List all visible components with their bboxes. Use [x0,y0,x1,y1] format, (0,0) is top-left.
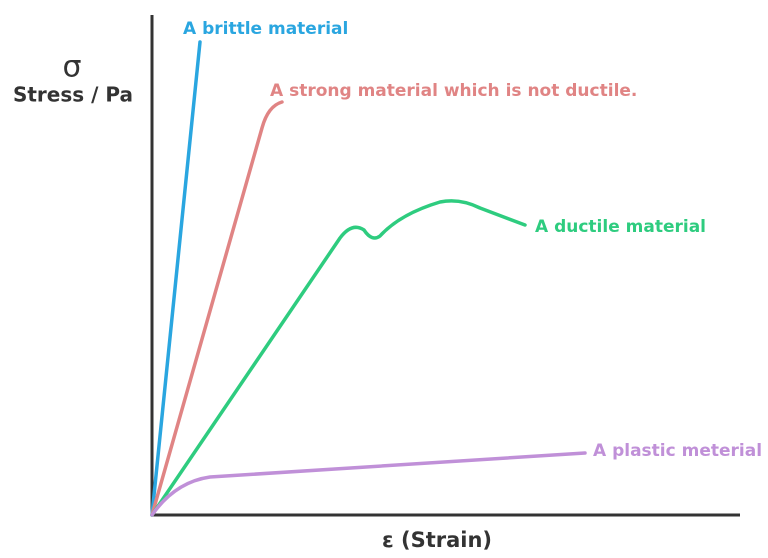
x-label: ε (Strain) [382,528,492,552]
curve-label: A ductile material [535,217,706,237]
y-label: Stress / Pa [13,83,133,107]
ductile-curve [150,199,527,517]
curve-label: A plastic meterial [593,441,762,461]
strong-curve [150,100,284,517]
curve-label: A strong material which is not ductile. [270,81,637,101]
plastic-curve [150,451,587,517]
curve-label: A brittle material [183,19,348,39]
brittle-curve [150,40,202,517]
y-symbol: σ [62,50,81,85]
